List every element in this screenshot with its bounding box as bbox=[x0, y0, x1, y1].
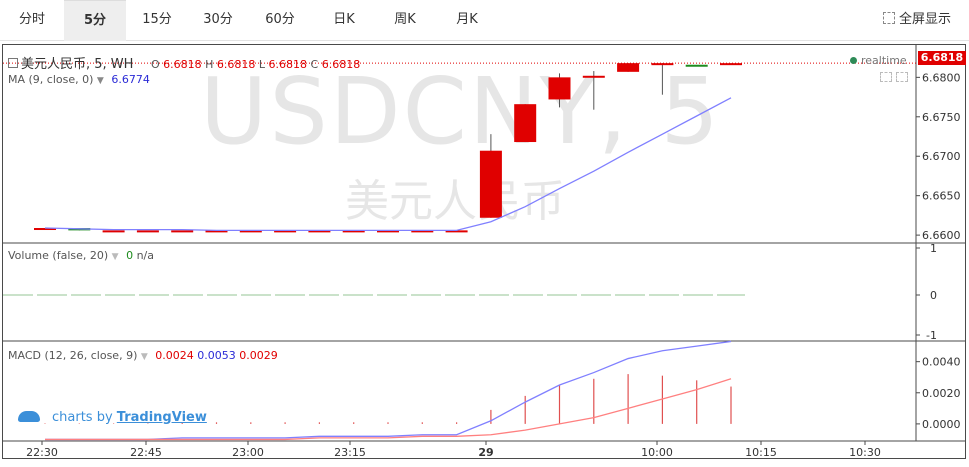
tab-monthly[interactable]: 月K bbox=[456, 12, 478, 27]
candle-body bbox=[445, 230, 468, 233]
realtime-dot-icon bbox=[850, 57, 857, 64]
candle-body bbox=[342, 230, 365, 233]
candle-body bbox=[239, 230, 262, 233]
fullscreen-button[interactable]: 全屏显示 bbox=[882, 0, 951, 40]
price-tick-label: 6.6750 bbox=[922, 111, 961, 124]
volume-tick-label: 0 bbox=[930, 289, 937, 302]
ma-legend[interactable]: MA (9, close, 0) ▼ 6.6774 bbox=[8, 73, 150, 86]
candle-body bbox=[411, 230, 434, 233]
candle-body bbox=[102, 230, 125, 233]
ohlc-c-label: C bbox=[310, 58, 319, 71]
ma-label: MA (9, close, 0) bbox=[8, 73, 94, 86]
tradingview-link[interactable]: TradingView bbox=[116, 410, 207, 425]
candle-body bbox=[685, 64, 708, 67]
ohlc-close: 6.6818 bbox=[321, 58, 361, 71]
tab-weekly[interactable]: 周K bbox=[394, 12, 416, 27]
candle-body bbox=[720, 63, 742, 66]
macd-label: MACD (12, 26, close, 9) bbox=[8, 349, 138, 362]
time-tick-label: 23:00 bbox=[232, 446, 264, 459]
candle-body bbox=[479, 150, 502, 218]
candle-body bbox=[651, 63, 674, 66]
chevron-down-icon[interactable]: ▼ bbox=[140, 352, 148, 362]
candle-body bbox=[308, 230, 331, 233]
time-tick-label: 22:30 bbox=[26, 446, 58, 459]
time-tick-label: 10:15 bbox=[745, 446, 777, 459]
settings-icon[interactable] bbox=[880, 72, 892, 82]
ohlc-high: 6.6818 bbox=[216, 58, 256, 71]
symbol-title: 美元人民币, 5, WH bbox=[21, 57, 134, 72]
macd-tick-label: 0.0040 bbox=[922, 356, 961, 369]
macd-tick-label: 0.0020 bbox=[922, 387, 961, 400]
macd-value-1: 0.0024 bbox=[155, 349, 194, 362]
candle-body bbox=[136, 230, 159, 233]
volume-tick-label: -1 bbox=[926, 329, 937, 342]
tab-5min[interactable]: 5分 bbox=[64, 0, 126, 41]
tab-daily[interactable]: 日K bbox=[333, 12, 355, 27]
candle-body bbox=[514, 104, 537, 143]
expand-icon[interactable] bbox=[896, 72, 908, 82]
collapse-icon[interactable] bbox=[8, 58, 18, 68]
price-tick-label: 6.6700 bbox=[922, 150, 961, 163]
candle-body bbox=[548, 77, 571, 100]
branding-prefix: charts by bbox=[52, 410, 113, 425]
symbol-watermark: USDCNY, 5 bbox=[200, 58, 721, 165]
last-price-tag: 6.6818 bbox=[918, 51, 966, 65]
price-tick-label: 6.6800 bbox=[922, 71, 961, 84]
fullscreen-label: 全屏显示 bbox=[898, 12, 951, 27]
macd-value-3: 0.0029 bbox=[239, 349, 278, 362]
volume-value-na: n/a bbox=[136, 249, 154, 262]
ma-value: 6.6774 bbox=[111, 73, 150, 86]
candle-body bbox=[617, 63, 640, 72]
time-tick-label: 10:30 bbox=[849, 446, 881, 459]
volume-legend[interactable]: Volume (false, 20) ▼ 0 n/a bbox=[8, 249, 154, 262]
ohlc-open: 6.6818 bbox=[163, 58, 202, 71]
tradingview-cloud-icon bbox=[18, 411, 40, 422]
ohlc-low: 6.6818 bbox=[268, 58, 308, 71]
tab-15min[interactable]: 15分 bbox=[142, 12, 172, 27]
ohlc-l-label: L bbox=[258, 58, 266, 71]
candle-body bbox=[274, 230, 297, 233]
volume-label: Volume (false, 20) bbox=[8, 249, 109, 262]
realtime-label: realtime bbox=[861, 54, 907, 67]
tab-30min[interactable]: 30分 bbox=[203, 12, 233, 27]
volume-tick-label: 1 bbox=[930, 242, 937, 255]
branding[interactable]: charts by TradingView bbox=[18, 410, 207, 425]
time-tick-label: 10:00 bbox=[641, 446, 673, 459]
chevron-down-icon[interactable]: ▼ bbox=[96, 76, 104, 86]
volume-value: 0 bbox=[126, 249, 134, 262]
tab-timeline[interactable]: 分时 bbox=[18, 12, 45, 27]
price-tick-label: 6.6650 bbox=[922, 190, 961, 203]
candle-body bbox=[582, 75, 605, 78]
price-tick-label: 6.6600 bbox=[922, 229, 961, 242]
realtime-indicator: realtime bbox=[850, 54, 907, 67]
symbol-legend: 美元人民币, 5, WH O 6.6818 H 6.6818 L 6.6818 … bbox=[8, 53, 360, 72]
candle-body bbox=[377, 230, 399, 233]
time-tick-label: 22:45 bbox=[130, 446, 162, 459]
macd-tick-label: 0.0000 bbox=[922, 418, 961, 431]
macd-value-2: 0.0053 bbox=[197, 349, 236, 362]
symbol-watermark-sub: 美元人民币 bbox=[345, 176, 565, 227]
tab-60min[interactable]: 60分 bbox=[265, 12, 295, 27]
fullscreen-icon bbox=[882, 12, 895, 24]
macd-signal-line bbox=[45, 378, 732, 441]
time-tick-label: 29 bbox=[478, 446, 493, 459]
timeframe-toolbar: 分时 5分 15分 30分 60分 日K 周K 月K 全屏显示 bbox=[0, 0, 969, 41]
chevron-down-icon[interactable]: ▼ bbox=[111, 252, 119, 262]
time-tick-label: 23:15 bbox=[334, 446, 366, 459]
candle-body bbox=[171, 230, 194, 233]
candle-body bbox=[205, 230, 228, 233]
candle-body bbox=[34, 228, 56, 231]
ohlc-h-label: H bbox=[205, 58, 214, 71]
chart-frame bbox=[2, 44, 966, 459]
ma-line bbox=[44, 97, 732, 232]
ohlc-o-label: O bbox=[150, 58, 160, 71]
macd-legend[interactable]: MACD (12, 26, close, 9) ▼ 0.0024 0.0053 … bbox=[8, 349, 278, 362]
